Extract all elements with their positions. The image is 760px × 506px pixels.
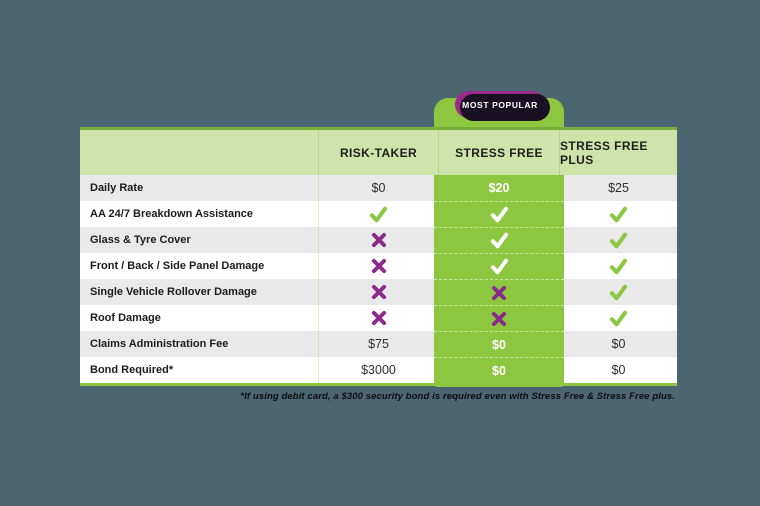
cell-value: $0 xyxy=(318,175,438,201)
cell-value xyxy=(318,201,438,227)
check-icon xyxy=(609,258,628,275)
row-label: Single Vehicle Rollover Damage xyxy=(90,286,257,298)
table-row: Glass & Tyre Cover xyxy=(80,227,677,253)
cross-icon xyxy=(491,285,507,301)
table-row: Front / Back / Side Panel Damage xyxy=(80,253,677,279)
cell-value-highlight xyxy=(434,227,564,253)
cell-value-highlight: $0 xyxy=(434,357,564,383)
check-icon xyxy=(490,258,509,275)
cell-value xyxy=(559,201,677,227)
column-header-risk-taker: RISK-TAKER xyxy=(318,130,438,175)
cell-value: $0 xyxy=(559,357,677,383)
check-icon xyxy=(609,206,628,223)
row-label: Daily Rate xyxy=(90,182,144,194)
cell-value xyxy=(559,305,677,331)
cross-icon xyxy=(371,310,387,326)
cell-value-highlight xyxy=(434,305,564,331)
cross-icon xyxy=(371,232,387,248)
cell-value: $25 xyxy=(559,175,677,201)
check-icon xyxy=(490,206,509,223)
most-popular-badge: MOST POPULAR xyxy=(455,91,545,118)
cell-value xyxy=(318,305,438,331)
column-header-blank xyxy=(80,130,318,175)
check-icon xyxy=(490,232,509,249)
row-label: AA 24/7 Breakdown Assistance xyxy=(90,208,254,220)
cell-value-highlight: $0 xyxy=(434,331,564,357)
table-row: Bond Required* $3000 $0 $0 xyxy=(80,357,677,383)
cell-value-highlight xyxy=(434,253,564,279)
table-row: Single Vehicle Rollover Damage xyxy=(80,279,677,305)
cell-value xyxy=(559,279,677,305)
footnote: *If using debit card, a $300 security bo… xyxy=(240,391,675,402)
table-row: Claims Administration Fee $75 $0 $0 xyxy=(80,331,677,357)
table-header-row: RISK-TAKER STRESS FREE STRESS FREE PLUS xyxy=(80,130,677,175)
table-row: Daily Rate $0 $20 $25 xyxy=(80,175,677,201)
cell-value-highlight xyxy=(434,279,564,305)
row-label: Roof Damage xyxy=(90,312,161,324)
row-label: Bond Required* xyxy=(90,364,174,376)
column-header-stress-free-plus: STRESS FREE PLUS xyxy=(559,130,677,175)
cell-value: $0 xyxy=(559,331,677,357)
check-icon xyxy=(609,310,628,327)
cross-icon xyxy=(371,258,387,274)
cell-value xyxy=(318,279,438,305)
cell-value xyxy=(318,253,438,279)
cross-icon xyxy=(491,311,507,327)
table-row: Roof Damage xyxy=(80,305,677,331)
cell-value-highlight xyxy=(434,201,564,227)
cell-value xyxy=(559,227,677,253)
check-icon xyxy=(609,284,628,301)
row-label: Front / Back / Side Panel Damage xyxy=(90,260,265,272)
row-label: Glass & Tyre Cover xyxy=(90,234,191,246)
cell-value: $75 xyxy=(318,331,438,357)
stress-free-highlight-column: $20 $0 $0 xyxy=(434,175,564,387)
column-header-stress-free: STRESS FREE xyxy=(438,130,559,175)
cell-value-highlight: $20 xyxy=(488,181,510,195)
cell-value xyxy=(559,253,677,279)
plan-comparison-table: RISK-TAKER STRESS FREE STRESS FREE PLUS … xyxy=(80,127,677,386)
row-label: Claims Administration Fee xyxy=(90,338,229,350)
cell-value: $3000 xyxy=(318,357,438,383)
cell-value xyxy=(318,227,438,253)
cross-icon xyxy=(371,284,387,300)
check-icon xyxy=(609,232,628,249)
check-icon xyxy=(369,206,388,223)
most-popular-label: MOST POPULAR xyxy=(462,99,538,110)
table-row: AA 24/7 Breakdown Assistance xyxy=(80,201,677,227)
